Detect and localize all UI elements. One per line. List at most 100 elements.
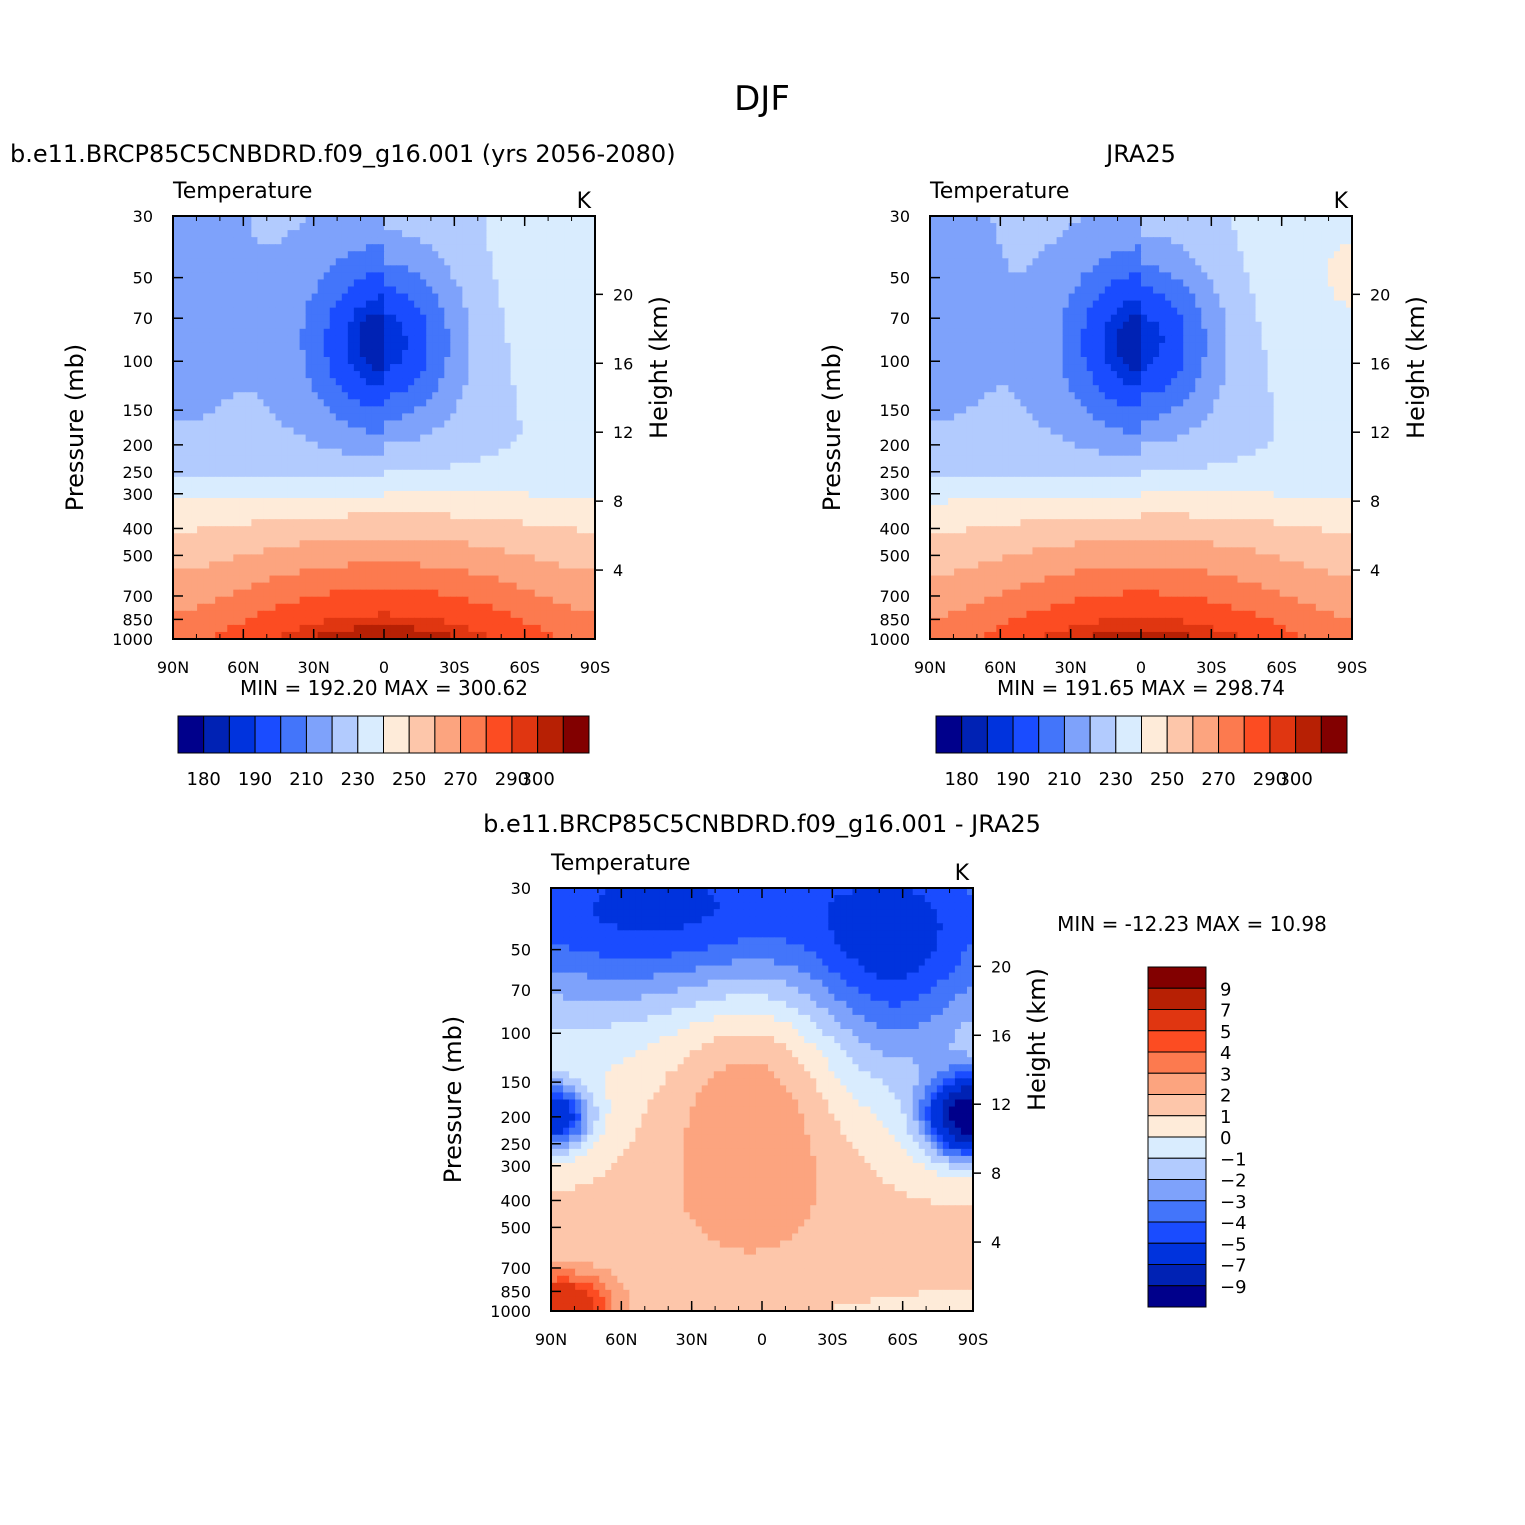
contour-cell [408, 328, 415, 337]
contour-cell [516, 258, 524, 266]
contour-cell [233, 223, 240, 231]
contour-cell [215, 505, 222, 513]
contour-cell [540, 371, 548, 379]
contour-cell [396, 505, 403, 513]
contour-cell [353, 216, 361, 224]
contour-cell [402, 526, 409, 534]
contour-cell [359, 272, 367, 281]
contour-cell [420, 610, 427, 619]
contour-cell [203, 216, 210, 224]
contour-cell [1141, 237, 1148, 245]
contour-cell [576, 223, 584, 231]
contour-cell [408, 335, 415, 344]
contour-cell [414, 603, 421, 612]
contour-cell [329, 568, 337, 577]
contour-cell [185, 357, 192, 365]
contour-cell [281, 328, 289, 337]
contour-cell [305, 378, 313, 386]
contour-cell [570, 427, 578, 436]
contour-cell [438, 230, 445, 238]
contour-cell [311, 216, 319, 224]
contour-cell [402, 399, 409, 407]
contour-cell [257, 490, 265, 499]
contour-cell [215, 441, 222, 450]
contour-cell [251, 596, 258, 605]
contour-cell [185, 378, 192, 386]
contour-cell [371, 364, 379, 372]
contour-cell [504, 582, 512, 591]
contour-cell [281, 490, 289, 499]
contour-cell [582, 321, 590, 330]
contour-cell [570, 342, 578, 351]
contour-cell [474, 441, 482, 450]
contour-cell [287, 540, 295, 548]
contour-cell [420, 265, 427, 273]
contour-cell [245, 526, 252, 534]
contour-cell [510, 427, 518, 436]
contour-cell [408, 462, 415, 471]
contour-cell [1165, 244, 1172, 252]
contour-cell [197, 272, 204, 281]
contour-cell [287, 265, 295, 273]
contour-cell [486, 300, 494, 309]
contour-cell [552, 328, 560, 337]
contour-cell [233, 441, 240, 450]
contour-cell [227, 448, 234, 457]
contour-cell [227, 462, 234, 471]
contour-cell [522, 328, 530, 337]
contour-cell [341, 582, 349, 591]
contour-cell [221, 505, 228, 513]
contour-cell [353, 603, 361, 612]
contour-cell [239, 399, 246, 407]
contour-cell [1008, 272, 1015, 281]
contour-cell [203, 610, 210, 619]
contour-cell [1159, 230, 1166, 238]
contour-cell [534, 265, 542, 273]
contour-cell [468, 223, 476, 231]
contour-cell [371, 413, 379, 422]
contour-cell [251, 434, 258, 443]
contour-cell [191, 610, 198, 619]
contour-cell [588, 335, 596, 344]
contour-cell [474, 483, 482, 492]
contour-cell [377, 216, 385, 224]
contour-cell [462, 441, 469, 450]
contour-cell [486, 498, 494, 506]
contour-cell [546, 223, 554, 231]
contour-cell [480, 378, 488, 386]
contour-cell [558, 533, 566, 541]
colorbar-swatch [434, 715, 462, 754]
contour-cell [444, 617, 451, 626]
contour-cell [335, 512, 343, 520]
contour-cell [377, 244, 385, 252]
contour-cell [426, 300, 433, 309]
contour-cell [245, 392, 252, 400]
contour-cell [510, 307, 518, 316]
contour-cell [528, 547, 536, 555]
contour-cell [486, 617, 494, 626]
contour-cell [371, 392, 379, 400]
contour-cell [396, 392, 403, 400]
contour-cell [233, 251, 240, 259]
contour-cell [377, 371, 385, 379]
contour-cell [257, 589, 265, 598]
contour-cell [582, 300, 590, 309]
contour-cell [269, 498, 277, 506]
contour-cell [420, 230, 427, 238]
contour-cell [341, 286, 349, 295]
contour-cell [576, 526, 584, 534]
contour-cell [299, 483, 307, 492]
contour-cell [335, 385, 343, 393]
contour-cell [1104, 265, 1112, 273]
contour-cell [371, 237, 379, 245]
contour-cell [528, 610, 536, 619]
contour-cell [1237, 272, 1245, 281]
contour-cell [552, 603, 560, 612]
contour-cell [462, 385, 469, 393]
contour-cell [347, 307, 355, 316]
contour-cell [215, 462, 222, 471]
contour-cell [474, 335, 482, 344]
contour-cell [510, 617, 518, 626]
contour-cell [203, 476, 210, 485]
contour-cell [365, 406, 373, 414]
